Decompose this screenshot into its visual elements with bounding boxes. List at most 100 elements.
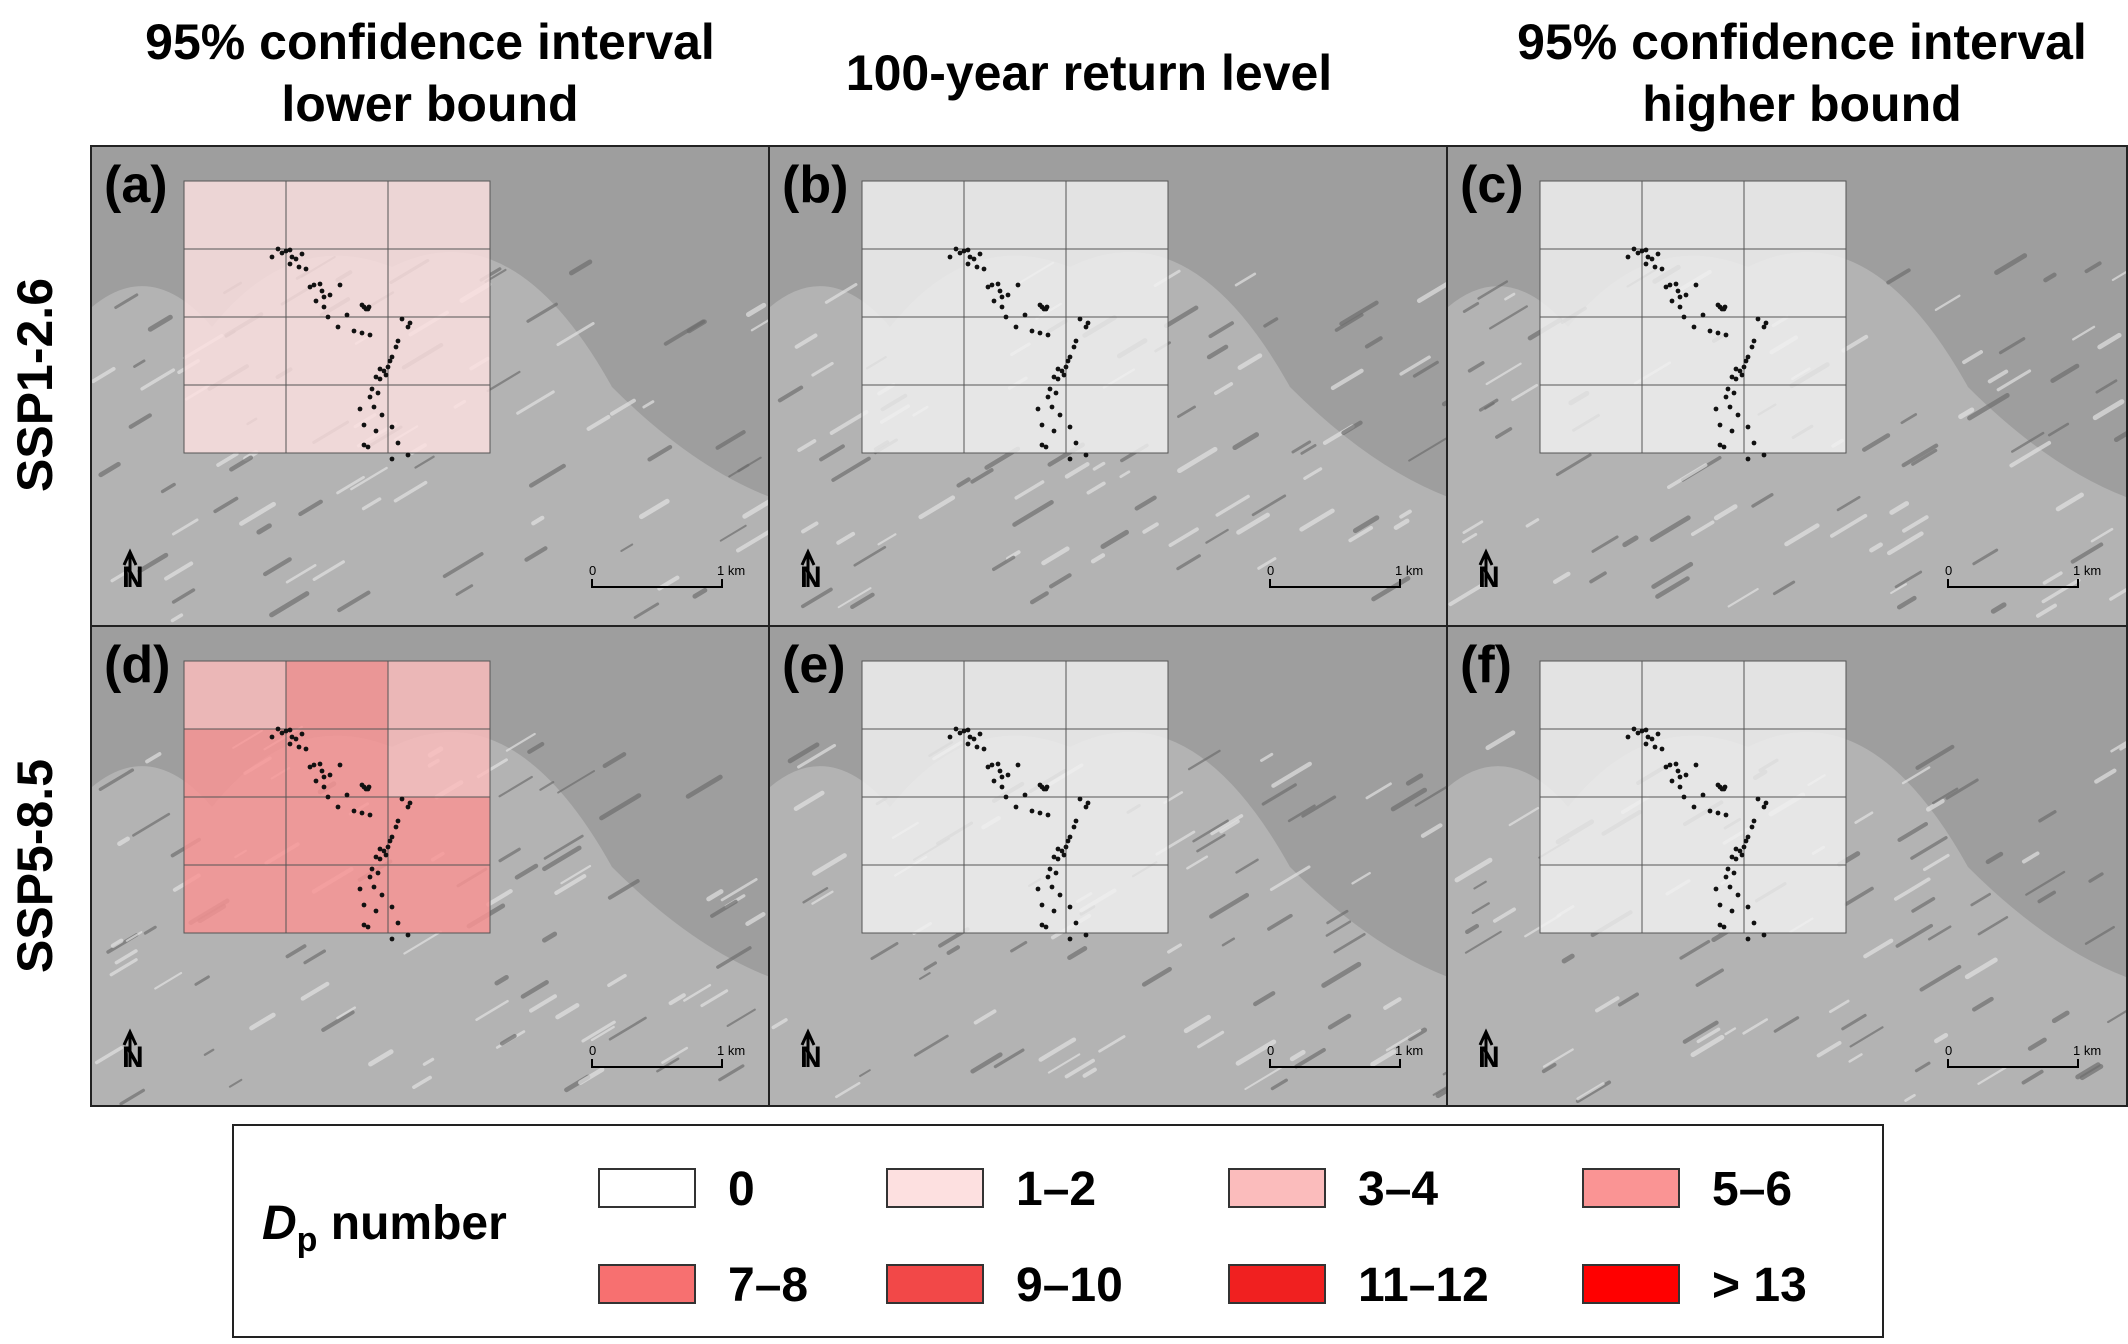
panel-label-e: (e): [782, 636, 846, 694]
legend-label: 5–6: [1712, 1163, 1793, 1216]
dp-point: [1073, 440, 1079, 446]
hillshade-stroke: [686, 319, 707, 334]
dp-point: [283, 728, 289, 734]
hillshade-stroke: [164, 561, 194, 581]
dp-point: [1700, 312, 1706, 318]
hillshade-stroke: [1525, 518, 1540, 528]
dp-point: [961, 248, 967, 254]
dp-point: [1083, 932, 1089, 938]
hillshade-stroke: [1915, 744, 1955, 770]
grid-cell: [1539, 728, 1643, 798]
hillshade-stroke: [2094, 768, 2117, 784]
hillshade-stroke: [1289, 1049, 1306, 1062]
hillshade-stroke: [1067, 946, 1088, 961]
dp-point: [377, 846, 383, 852]
hillshade-stroke: [2025, 870, 2066, 896]
dp-point: [1067, 904, 1073, 910]
dp-point: [999, 784, 1005, 790]
map-svg-e: N 0 1 km: [770, 627, 1448, 1105]
dp-point: [1083, 804, 1089, 810]
dp-point: [381, 368, 387, 374]
hillshade-stroke: [811, 361, 834, 377]
grid-cell: [183, 316, 287, 386]
dp-point: [405, 324, 411, 330]
hillshade-stroke: [1970, 892, 1991, 907]
hillshade-stroke: [1890, 583, 1907, 595]
hillshade-stroke: [300, 981, 330, 1001]
hillshade-stroke: [956, 477, 971, 488]
hillshade-stroke: [1214, 382, 1234, 396]
dp-point: [1745, 936, 1751, 942]
dp-point: [995, 761, 1001, 767]
dp-point: [1005, 772, 1011, 778]
dp-point: [1663, 284, 1669, 290]
hillshade-stroke: [1495, 427, 1513, 439]
dp-point: [1643, 727, 1649, 733]
hillshade-stroke: [194, 975, 210, 986]
hillshade-stroke: [2050, 363, 2080, 383]
hillshade-stroke: [1667, 463, 1708, 489]
grid-cell: [1743, 316, 1847, 386]
dp-point: [405, 804, 411, 810]
hillshade-stroke: [2107, 1010, 2126, 1024]
dp-point: [1061, 372, 1067, 378]
hillshade-stroke: [2084, 261, 2102, 274]
hillshade-stroke: [1221, 937, 1236, 947]
dp-point: [1639, 248, 1645, 254]
dp-point: [373, 908, 379, 914]
grid-cell: [285, 864, 389, 934]
hillshade-stroke: [1901, 443, 1939, 468]
hillshade-stroke: [1542, 1048, 1574, 1068]
hillshade-stroke: [1365, 782, 1392, 800]
hillshade-stroke: [1967, 392, 2010, 421]
grid-cell: [1065, 180, 1169, 250]
hillshade-stroke: [171, 518, 199, 536]
dp-point: [1743, 838, 1749, 844]
dp-point: [1659, 266, 1665, 272]
hillshade-stroke: [560, 864, 592, 885]
hillshade-stroke: [1064, 1058, 1095, 1079]
hillshade-stroke: [1886, 268, 1911, 285]
hillshade-stroke: [1412, 360, 1439, 378]
hillshade-stroke: [1977, 1066, 2007, 1085]
hillshade-stroke: [2113, 431, 2126, 443]
dp-point: [385, 364, 391, 370]
dp-point: [971, 256, 977, 262]
dp-point: [1677, 774, 1683, 780]
dp-point: [1645, 254, 1651, 260]
hillshade-stroke: [1473, 880, 1487, 890]
dp-point: [1729, 854, 1735, 860]
dp-point: [365, 444, 371, 450]
hillshade-stroke: [514, 863, 539, 880]
hillshade-stroke: [1655, 576, 1690, 599]
panel-label-b: (b): [782, 156, 849, 214]
hillshade-stroke: [1816, 1040, 1842, 1058]
hillshade-stroke: [285, 564, 317, 584]
dp-point: [995, 281, 1001, 287]
hillshade-stroke: [1541, 1062, 1557, 1074]
dp-point: [1057, 412, 1063, 418]
hillshade-stroke: [1341, 420, 1363, 436]
hillshade-stroke: [1972, 548, 1999, 566]
grid-cell: [1641, 864, 1745, 934]
hillshade-stroke: [336, 475, 365, 495]
dp-point: [1047, 866, 1053, 872]
dp-point: [1035, 886, 1041, 892]
dp-point: [1731, 390, 1737, 396]
hillshade-stroke: [414, 455, 435, 469]
dp-point: [369, 386, 375, 392]
hillshade-stroke: [526, 302, 558, 323]
dp-point: [1065, 838, 1071, 844]
grid-cell: [285, 660, 389, 730]
hillshade-stroke: [133, 359, 146, 368]
hillshade-stroke: [1893, 877, 1931, 901]
hillshade-stroke: [1237, 353, 1263, 370]
dp-point: [269, 734, 275, 740]
hillshade-stroke: [1006, 550, 1021, 561]
dp-point: [1043, 444, 1049, 450]
hillshade-stroke: [1848, 1053, 1863, 1063]
hillshade-stroke: [1187, 749, 1221, 771]
hillshade-stroke: [2092, 399, 2125, 421]
hillshade-stroke: [706, 889, 724, 902]
hillshade-stroke: [745, 302, 767, 317]
